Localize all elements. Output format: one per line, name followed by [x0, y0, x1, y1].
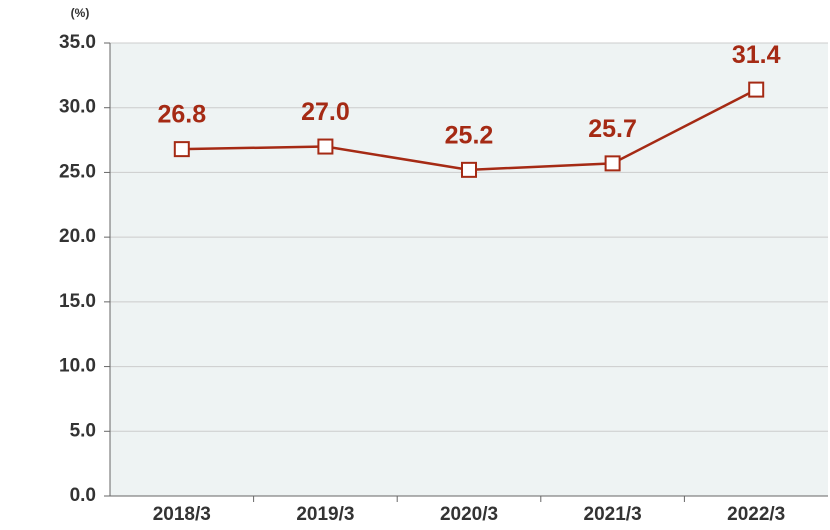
data-label: 25.7 [588, 115, 637, 143]
data-label: 25.2 [445, 121, 494, 149]
marker [317, 138, 334, 155]
x-tick-label: 2021/3 [584, 504, 642, 525]
x-tick-label: 2022/3 [727, 504, 785, 525]
data-label: 31.4 [732, 41, 781, 69]
marker [173, 141, 190, 158]
y-tick-label: 5.0 [70, 420, 96, 441]
x-tick-label: 2018/3 [153, 504, 211, 525]
y-tick-label: 15.0 [59, 291, 96, 312]
y-tick-label: 0.0 [70, 485, 96, 506]
y-tick-label: 10.0 [59, 356, 96, 377]
plot-area [110, 43, 828, 496]
marker [748, 81, 765, 98]
marker [604, 155, 621, 172]
y-tick-label: 20.0 [59, 226, 96, 247]
data-label: 27.0 [301, 98, 350, 126]
y-tick-label: 30.0 [59, 97, 96, 118]
y-tick-label: 25.0 [59, 161, 96, 182]
y-tick-label: 35.0 [59, 32, 96, 53]
x-tick-label: 2020/3 [440, 504, 498, 525]
x-tick-label: 2019/3 [296, 504, 354, 525]
marker [461, 161, 477, 178]
data-label: 26.8 [157, 101, 206, 129]
y-unit: (%) [71, 6, 90, 20]
